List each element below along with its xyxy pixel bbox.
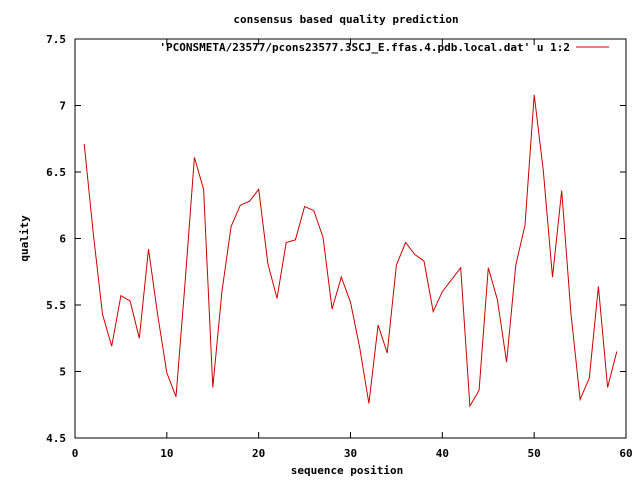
plot-frame bbox=[74, 38, 627, 439]
series-layer bbox=[83, 94, 618, 408]
y-tick-label: 6.5 bbox=[46, 166, 66, 179]
x-axis-label: sequence position bbox=[291, 464, 404, 477]
y-tick-label: 5 bbox=[59, 366, 66, 379]
x-tick-label: 10 bbox=[160, 447, 173, 460]
x-tick-label: 0 bbox=[72, 447, 79, 460]
x-tick-label: 60 bbox=[619, 447, 632, 460]
x-tick-label: 30 bbox=[344, 447, 357, 460]
chart-title: consensus based quality prediction bbox=[233, 13, 458, 26]
y-tick-label: 7.5 bbox=[46, 33, 66, 46]
x-tick-label: 20 bbox=[252, 447, 265, 460]
y-tick-label: 5.5 bbox=[46, 299, 66, 312]
x-tick-label: 40 bbox=[436, 447, 449, 460]
y-tick-label: 7 bbox=[59, 100, 66, 113]
y-tick-label: 6 bbox=[59, 233, 66, 246]
legend: 'PCONSMETA/23577/pcons23577.3SCJ_E.ffas.… bbox=[159, 41, 609, 54]
legend-entry-label: 'PCONSMETA/23577/pcons23577.3SCJ_E.ffas.… bbox=[159, 41, 570, 54]
y-tick-label: 4.5 bbox=[46, 432, 66, 445]
series-line bbox=[83, 94, 618, 408]
x-tick-label: 50 bbox=[528, 447, 541, 460]
y-axis-label: quality bbox=[18, 215, 31, 262]
ticks-layer: 0 10 20 30 40 50 60 4.5 5 5.5 6 6.5 7 7.5 bbox=[46, 33, 633, 460]
